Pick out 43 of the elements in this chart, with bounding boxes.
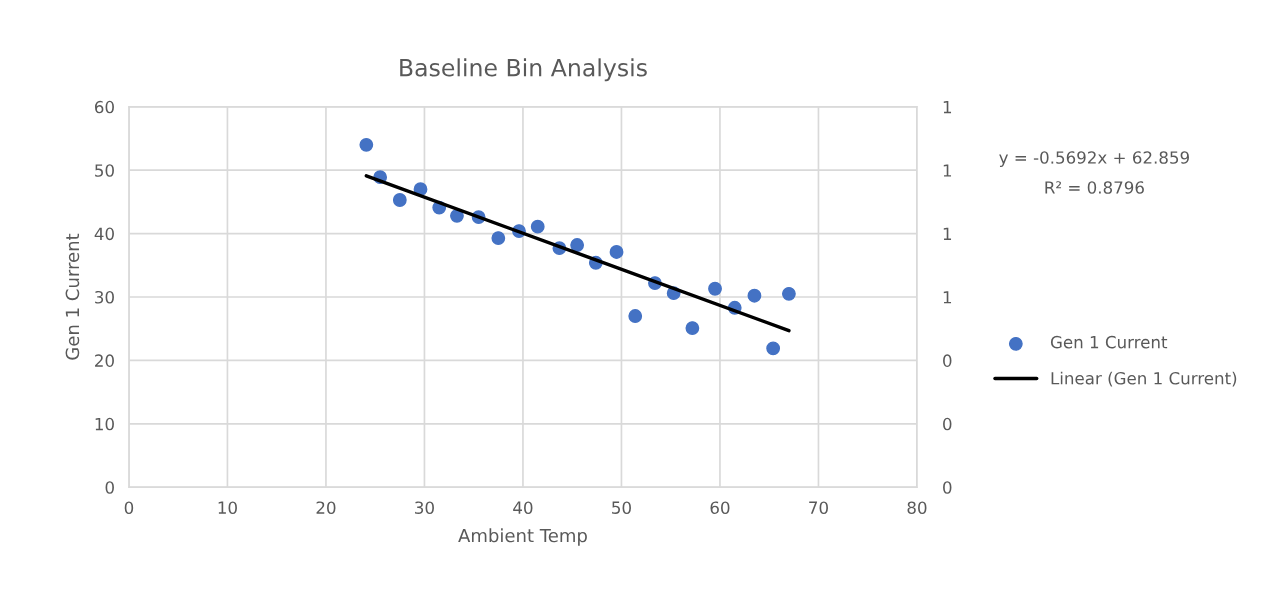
x-tick-label: 10 (218, 501, 237, 514)
point (766, 341, 781, 356)
point (359, 137, 374, 152)
point (491, 231, 506, 245)
y2-tick-label: 1 (943, 291, 952, 304)
y-tick-label: 30 (95, 290, 114, 304)
x-tick-label: 80 (907, 501, 927, 514)
y-tick-label: 50 (95, 164, 114, 177)
point (609, 245, 624, 259)
y2-tick-label: 0 (943, 354, 952, 367)
point (782, 286, 796, 301)
y2-tick-label: 1 (943, 100, 952, 114)
y-axis-title: Gen 1 Current (65, 233, 80, 360)
point (708, 281, 722, 296)
y2-tick-label: 0 (943, 417, 952, 431)
legend-label: Gen 1 Current (1050, 335, 1168, 349)
y2-tick-label: 1 (943, 164, 952, 177)
x-axis-title: Ambient Temp (458, 528, 587, 546)
point (530, 219, 545, 234)
x-tick-label: 20 (316, 501, 336, 514)
x-tick-label: 30 (415, 501, 434, 514)
point (570, 238, 585, 252)
point (685, 321, 700, 335)
x-tick-label: 60 (710, 501, 730, 514)
y2-tick-label: 1 (943, 227, 952, 240)
point (392, 193, 407, 207)
point (450, 208, 464, 223)
x-tick-label: 70 (809, 501, 828, 514)
legend-label: Linear (Gen 1 Current) (1051, 371, 1237, 387)
point (747, 288, 762, 303)
point (628, 309, 643, 323)
y-tick-label: 20 (95, 354, 114, 367)
text: y = -0.5692x + 62.859 (999, 151, 1189, 168)
y-tick-label: 40 (94, 227, 114, 241)
y-tick-label: 60 (95, 100, 114, 114)
text: R² = 0.8796 (1045, 181, 1144, 194)
x-tick-label: 50 (612, 501, 631, 514)
x-tick-label: 40 (513, 501, 533, 514)
y-tick-label: 10 (95, 417, 114, 431)
chart-title: Baseline Bin Analysis (400, 58, 647, 82)
x-tick-label: 0 (124, 501, 134, 514)
y-tick-label: 0 (105, 481, 114, 494)
y2-tick-label: 0 (943, 481, 952, 494)
